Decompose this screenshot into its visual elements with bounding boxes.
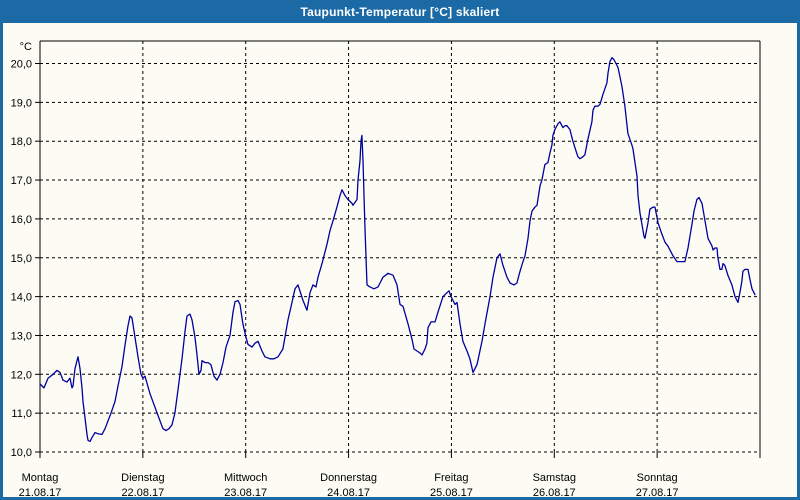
y-tick-label: 18,0: [11, 136, 32, 148]
x-day-label: Mittwoch: [224, 472, 267, 484]
y-tick-label: 15,0: [11, 253, 32, 265]
chart-area: 20,0 19,0 18,0 17,0 16,0 15,0 14,0 13,0 12,0 11,0…: [3, 23, 797, 497]
window-title: Taupunkt-Temperatur [°C] skaliert: [300, 4, 500, 19]
y-tick-label: 19,0: [11, 97, 32, 109]
x-day-label: Samstag: [533, 472, 576, 484]
x-day-label: Dienstag: [121, 472, 164, 484]
y-tick-label: 14,0: [11, 292, 32, 304]
x-date-label: 24.08.17: [327, 487, 370, 497]
x-day-label: Sonntag: [637, 472, 678, 484]
chart-canvas: 20,0 19,0 18,0 17,0 16,0 15,0 14,0 13,0 12,0 11,0…: [11, 40, 761, 497]
y-tick-label: 12,0: [11, 369, 32, 381]
x-date-label: 21.08.17: [19, 487, 62, 497]
x-date-label: 27.08.17: [636, 487, 679, 497]
y-tick-label: 16,0: [11, 214, 32, 226]
x-day-label: Donnerstag: [320, 472, 377, 484]
x-date-label: 25.08.17: [430, 487, 473, 497]
y-tick-label: 17,0: [11, 175, 32, 187]
y-tick-label: 10,0: [11, 447, 32, 459]
y-tick-label: 11,0: [11, 408, 32, 420]
y-tick-label: 20,0: [11, 59, 32, 71]
x-day-label: Freitag: [434, 472, 468, 484]
window-titlebar: Taupunkt-Temperatur [°C] skaliert: [3, 3, 797, 23]
x-date-label: 22.08.17: [121, 487, 164, 497]
series-line: [39, 57, 756, 443]
x-date-label: 26.08.17: [533, 487, 576, 497]
y-axis-unit-label: °C: [20, 41, 32, 53]
x-date-label: 23.08.17: [224, 487, 267, 497]
y-tick-label: 13,0: [11, 330, 32, 342]
x-day-label: Montag: [22, 472, 59, 484]
